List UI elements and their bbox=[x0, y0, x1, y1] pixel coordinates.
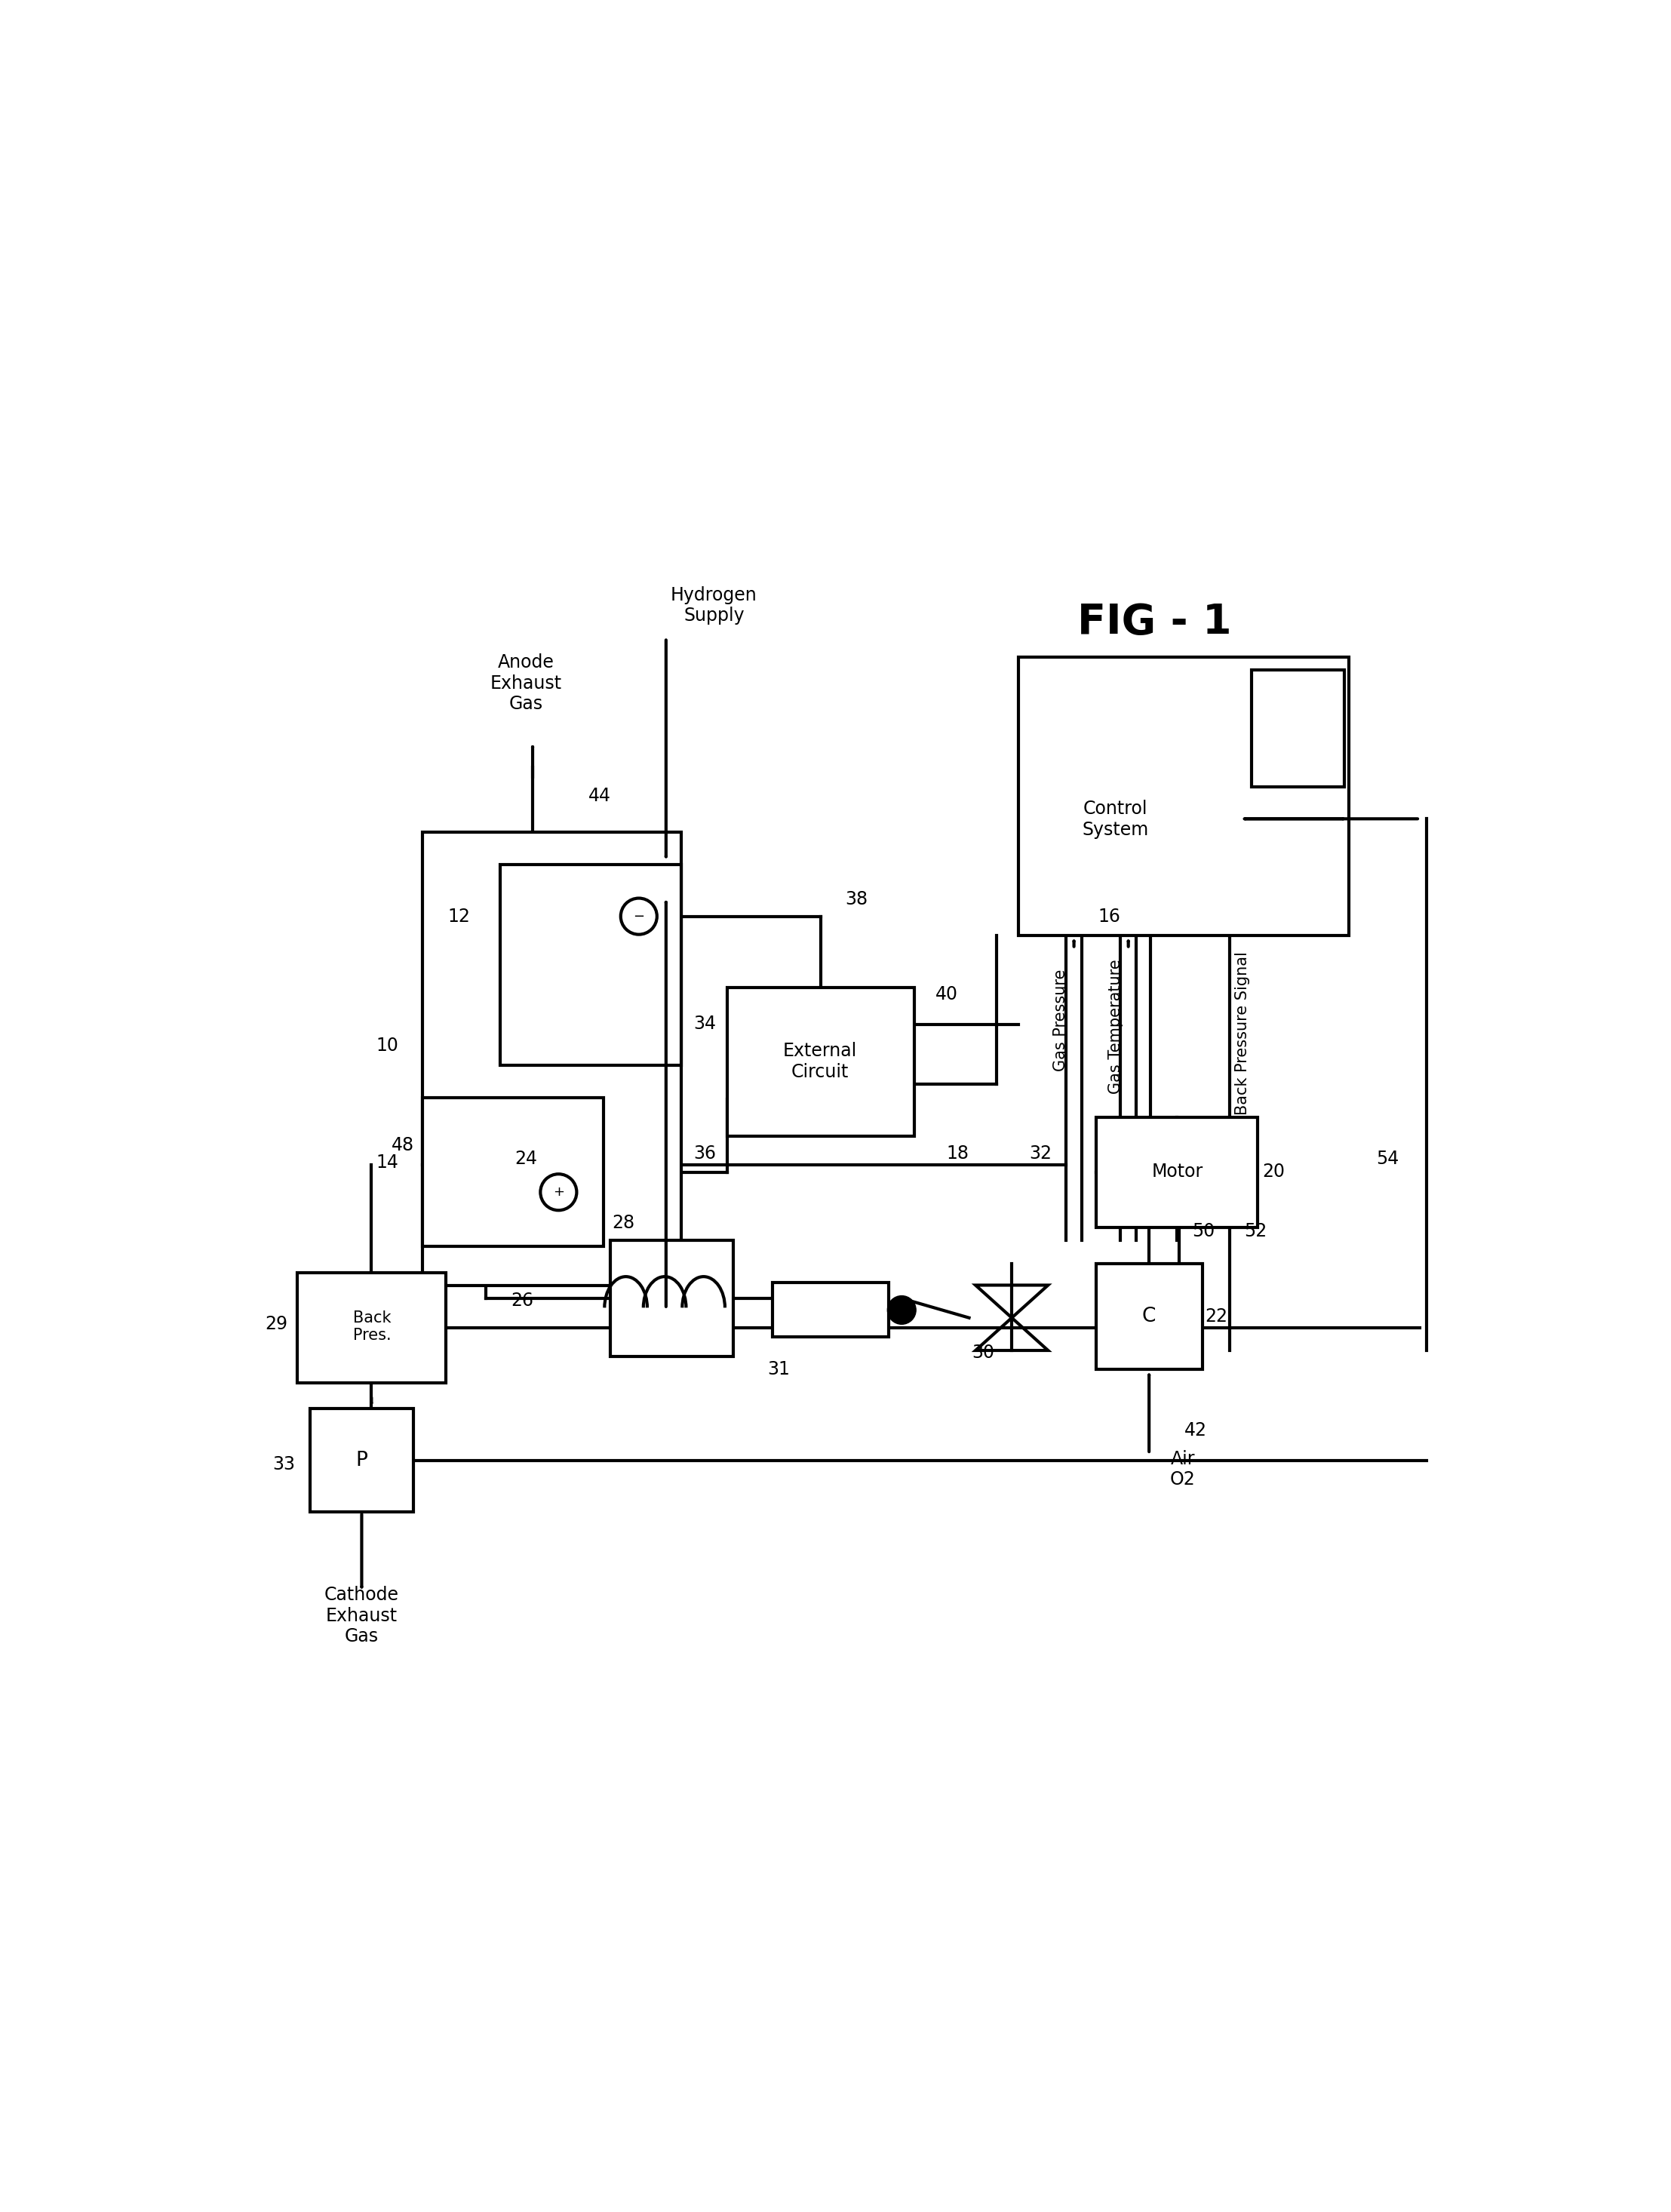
Text: 52: 52 bbox=[1243, 1221, 1267, 1241]
Text: +: + bbox=[553, 1186, 565, 1199]
Text: 26: 26 bbox=[511, 1292, 533, 1310]
Bar bbox=[423, 1097, 603, 1248]
Bar bbox=[309, 1409, 413, 1513]
Circle shape bbox=[887, 1296, 916, 1325]
Text: 18: 18 bbox=[946, 1144, 969, 1161]
Text: 38: 38 bbox=[846, 891, 867, 909]
Text: 16: 16 bbox=[1098, 907, 1120, 925]
Text: Back Pressure Signal: Back Pressure Signal bbox=[1235, 951, 1250, 1115]
Text: C: C bbox=[1143, 1307, 1156, 1327]
Bar bbox=[1096, 1117, 1258, 1228]
Text: 48: 48 bbox=[391, 1137, 414, 1155]
Text: −: − bbox=[633, 909, 645, 922]
Text: Back
Pres.: Back Pres. bbox=[353, 1310, 391, 1343]
Text: 31: 31 bbox=[767, 1360, 790, 1378]
Text: 24: 24 bbox=[515, 1150, 538, 1168]
Text: Control
System: Control System bbox=[1083, 801, 1148, 838]
Bar bbox=[1096, 1263, 1201, 1369]
Text: 20: 20 bbox=[1262, 1161, 1285, 1181]
Text: 29: 29 bbox=[266, 1316, 287, 1334]
Text: 44: 44 bbox=[588, 787, 612, 805]
Text: P: P bbox=[356, 1451, 368, 1471]
Text: 14: 14 bbox=[376, 1152, 399, 1172]
Text: 34: 34 bbox=[693, 1015, 717, 1033]
Text: External
Circuit: External Circuit bbox=[784, 1042, 857, 1082]
Text: Cathode
Exhaust
Gas: Cathode Exhaust Gas bbox=[324, 1586, 399, 1646]
Bar bbox=[727, 987, 914, 1137]
Text: Anode
Exhaust
Gas: Anode Exhaust Gas bbox=[490, 653, 561, 712]
Text: Hydrogen
Supply: Hydrogen Supply bbox=[670, 586, 757, 626]
Bar bbox=[1252, 670, 1345, 787]
Text: 36: 36 bbox=[693, 1144, 717, 1161]
Text: 54: 54 bbox=[1375, 1150, 1399, 1168]
Bar bbox=[610, 1241, 734, 1356]
Text: 50: 50 bbox=[1191, 1221, 1215, 1241]
Text: 33: 33 bbox=[272, 1455, 296, 1473]
Text: Gas Temperature: Gas Temperature bbox=[1108, 960, 1123, 1093]
Text: 42: 42 bbox=[1185, 1422, 1206, 1440]
Text: FIG - 1: FIG - 1 bbox=[1078, 602, 1232, 644]
Text: 32: 32 bbox=[1029, 1144, 1051, 1161]
Text: 28: 28 bbox=[612, 1214, 635, 1232]
Bar bbox=[772, 1283, 889, 1338]
Text: 10: 10 bbox=[376, 1037, 399, 1055]
Text: Air
O2: Air O2 bbox=[1170, 1449, 1195, 1489]
Text: 30: 30 bbox=[973, 1343, 994, 1363]
Text: 40: 40 bbox=[936, 984, 959, 1002]
Bar bbox=[297, 1272, 446, 1382]
Bar bbox=[1018, 657, 1348, 936]
Bar bbox=[500, 865, 682, 1066]
Text: 22: 22 bbox=[1205, 1307, 1228, 1325]
Text: Motor: Motor bbox=[1151, 1161, 1203, 1181]
Bar bbox=[423, 832, 682, 1285]
Text: 12: 12 bbox=[448, 907, 470, 925]
Text: Gas Pressure: Gas Pressure bbox=[1053, 969, 1068, 1071]
